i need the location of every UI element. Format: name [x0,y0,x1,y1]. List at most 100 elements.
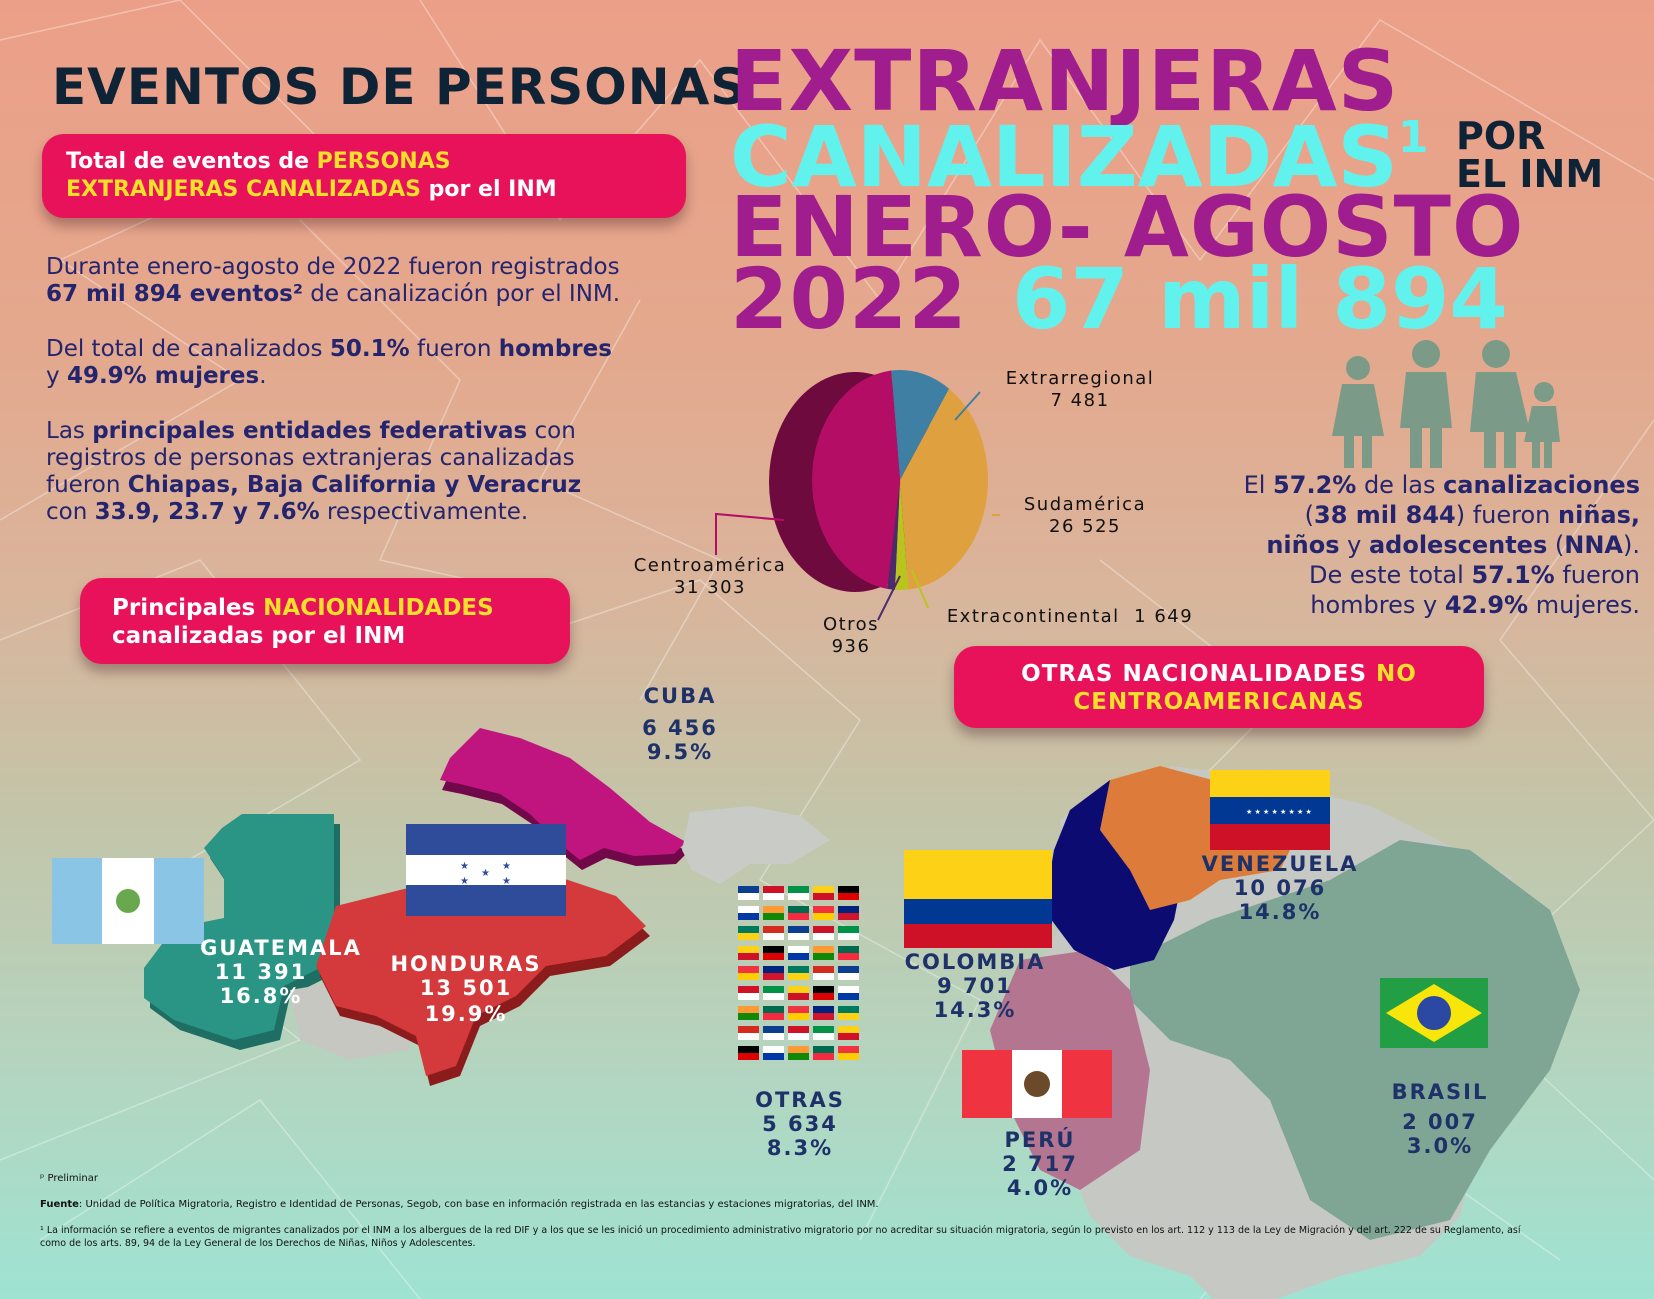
guatemala-shape [144,814,344,1040]
title-superscript: 1 [1397,112,1429,163]
paragraph-intro: Durante enero-agosto de 2022 fueron regi… [46,254,686,308]
mini-flag-stripe [788,1033,809,1040]
mini-flag-stripe [738,1053,759,1060]
pill-nat-text-2: NACIONALIDADES [263,595,494,621]
honduras-flag: ★ ★ ★ ★ ★ [406,824,566,916]
peru-value: 2 717 [1002,1152,1078,1176]
p3-c: con [527,418,576,444]
nna-20: mujeres. [1528,591,1640,619]
p3-a: Las [46,418,93,444]
extracontinental-value: 1 649 [1134,606,1194,627]
honduras-shape [316,866,646,1076]
nna-15: De este total [1308,561,1472,589]
pie-slice-extrarregional [891,370,950,480]
mini-flag-stripe [838,973,859,980]
nna-16: 57.1% [1471,561,1555,589]
mini-flag-stripe [763,1013,784,1020]
mini-flag-stripe [763,993,784,1000]
sudamerica-value: 26 525 [1049,516,1121,537]
title-el-inm: EL INM [1456,152,1604,196]
centroamerica-value: 31 303 [674,577,746,598]
footer-note-2: como de los arts. 89, 94 de la Ley Gener… [40,1238,476,1249]
mini-flag-stripe [788,1053,809,1060]
nna-1: El [1243,471,1274,499]
mini-flag-stripe [763,973,784,980]
venezuela-value: 10 076 [1233,876,1327,900]
venezuela-flag: ★ ★ ★ ★ ★ ★ ★ ★ [1210,770,1330,850]
svg-text:★: ★ [502,876,511,887]
pill-other-text-1: OTRAS NACIONALIDADES [1021,661,1377,687]
pill-total-text-2: PERSONAS [316,149,451,174]
colombia-name: COLOMBIA [904,950,1046,974]
nna-9: niños [1266,531,1340,559]
brasil-pct: 3.0% [1406,1134,1474,1158]
mini-flag-stripe [763,953,784,960]
title-line-4: ENERO- AGOSTO [730,178,1525,276]
p2-e: y [46,363,67,389]
p3-h: 33.9, 23.7 y 7.6% [94,499,320,525]
mini-flag-stripe [813,1013,834,1020]
mini-flag-stripe [813,973,834,980]
mini-flag-stripe [738,913,759,920]
guatemala-pct: 16.8% [219,984,303,1008]
mini-flag-stripe [763,933,784,940]
mini-flag-stripe [838,913,859,920]
pie-slice-otros [887,480,900,590]
svg-text:★: ★ [460,861,469,872]
label-venezuela: VENEZUELA 10 076 14.8% [1190,852,1370,924]
brasil-value: 2 007 [1402,1110,1478,1134]
peru-flag [962,1050,1112,1118]
paragraph-gender: Del total de canalizados 50.1% fueron ho… [46,336,686,390]
p3-d: registros de personas extranjeras canali… [46,445,575,471]
otras-pct: 8.3% [766,1136,834,1160]
mini-flag-stripe [763,1053,784,1060]
p3-i: respectivamente. [319,499,529,525]
footer-note-1: ¹ La información se refiere a eventos de… [40,1225,1521,1236]
pie-label-sudamerica: Sudamérica 26 525 [1010,494,1160,538]
mini-flag-stripe [813,913,834,920]
mini-flag-stripe [838,1033,859,1040]
title-line-1: EVENTOS DE PERSONAS [52,58,748,116]
centroamerica-name: Centroamérica [633,555,787,576]
otras-value: 5 634 [762,1112,838,1136]
label-otras: OTRAS 5 634 8.3% [740,1088,860,1160]
svg-text:★ ★ ★ ★ ★ ★ ★ ★: ★ ★ ★ ★ ★ ★ ★ ★ [1246,808,1312,816]
otras-name: OTRAS [755,1088,845,1112]
mini-flag-stripe [738,993,759,1000]
mini-flag-stripe [838,893,859,900]
pie-label-extrarregional: Extrarregional 7 481 [990,368,1170,412]
brasil-name: BRASIL [1391,1080,1489,1104]
mini-flag-stripe [813,993,834,1000]
mini-flag-stripe [838,933,859,940]
mini-flag-stripe [738,973,759,980]
footer-fuente: Fuente: Unidad de Política Migratoria, R… [40,1198,1240,1211]
p2-d: hombres [498,336,612,362]
pill-total-events: Total de eventos de PERSONAS EXTRANJERAS… [42,134,686,218]
mini-flag-stripe [788,953,809,960]
pill-total-text-3: EXTRANJERAS CANALIZADAS [66,177,421,202]
otros-value: 936 [831,636,871,657]
label-peru: PERÚ 2 717 4.0% [990,1128,1090,1200]
pill-other-nationalities: OTRAS NACIONALIDADES NO CENTROAMERICANAS [954,646,1484,728]
footer-preliminar: ᵖ Preliminar [40,1173,99,1184]
honduras-name: HONDURAS [390,952,542,976]
p3-f: Chiapas, Baja California y Veracruz [127,472,582,498]
brasil-shape [1130,840,1580,1240]
pill-main-nationalities: Principales NACIONALIDADES canalizadas p… [80,578,570,664]
label-colombia: COLOMBIA 9 701 14.3% [900,950,1050,1022]
svg-text:★: ★ [481,868,490,879]
pill-nat-text-3: canalizadas por el INM [112,623,406,649]
mini-flag-stripe [788,993,809,1000]
p2-b: 50.1% [329,336,410,362]
p1-c: de canalización por el INM. [302,281,621,307]
world-flags-grid [738,886,859,1060]
label-honduras: HONDURAS 13 501 19.9% [386,952,546,1026]
nna-19: 42.9% [1444,591,1529,619]
pie-slice-sudamerica [900,388,988,590]
cuba-value: 6 456 [642,716,718,740]
nna-6: 38 mil 844 [1314,501,1456,529]
footer-fuente-text: : Unidad de Política Migratoria, Registr… [78,1199,879,1210]
title-year: 2022 [730,250,968,348]
title-line-2: EXTRANJERAS [730,32,1400,130]
venezuela-pct: 14.8% [1238,900,1322,924]
